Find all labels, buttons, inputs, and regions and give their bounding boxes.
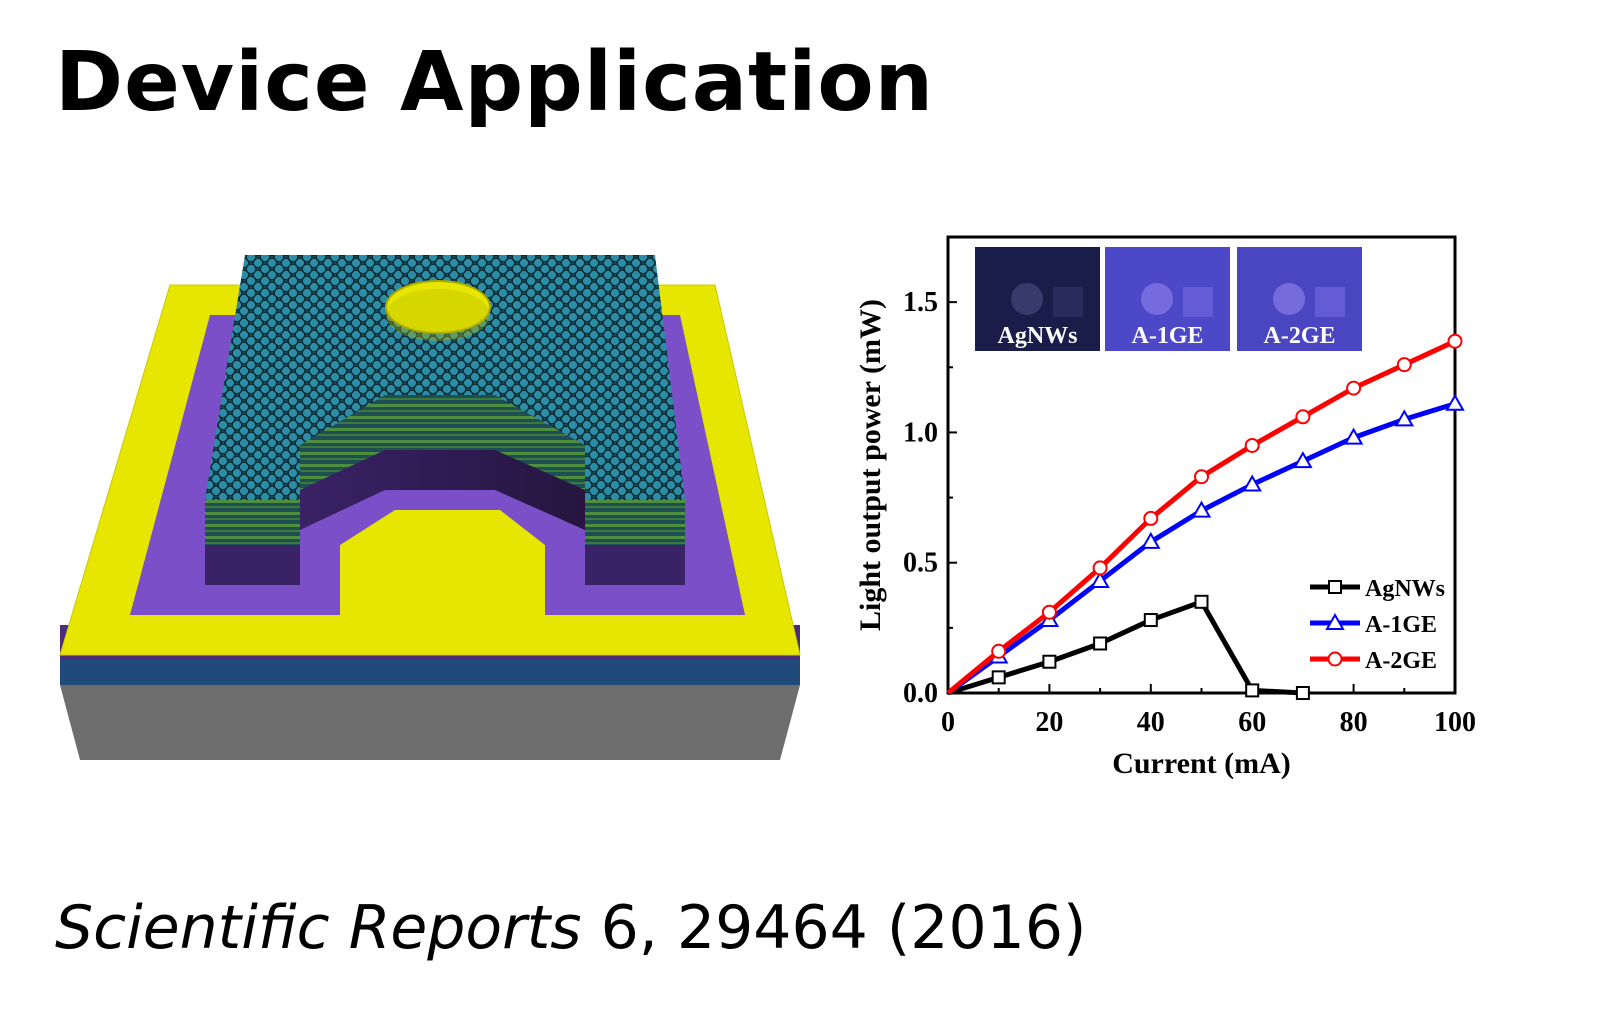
data-point-A-2GE (1447, 333, 1463, 349)
x-tick-label: 80 (1340, 707, 1368, 738)
x-tick-label: 20 (1035, 707, 1063, 738)
data-point-A-1GE (1191, 500, 1212, 518)
data-point-A-1GE (1445, 393, 1465, 411)
inset-contact (1011, 283, 1043, 315)
y-tick-label: 0.0 (903, 678, 938, 709)
data-point-A-2GE (991, 643, 1007, 659)
data-point-AgNWs (1042, 654, 1057, 669)
series-line-AgNWs (947, 599, 1304, 696)
data-point-A-2GE (1346, 380, 1362, 396)
data-point-A-2GE (1396, 357, 1412, 373)
inset-contact (1273, 283, 1305, 315)
legend-label: AgNWs (1365, 576, 1445, 602)
inset-label: A-1GE (1132, 323, 1204, 349)
data-point-A-2GE (1092, 560, 1108, 576)
light-output-chart: 0 20 40 60 80 100 0.0 0.5 1.0 1.5 Current (mA) Ligh… (854, 235, 1476, 780)
data-point-A-2GE (1041, 604, 1057, 620)
inset-pad (1053, 287, 1083, 317)
legend-marker (1325, 612, 1345, 630)
inset-contact (1141, 283, 1173, 315)
notch-electrode (340, 510, 545, 615)
x-tick-label: 0 (941, 707, 955, 738)
substrate-layer (60, 685, 800, 760)
inset-label: AgNWs (997, 323, 1077, 349)
data-point-A-1GE (1141, 531, 1161, 549)
y-tick-label: 1.5 (903, 287, 938, 318)
x-tick-label: 60 (1238, 707, 1266, 738)
y-axis-label: Light output power (mW) (854, 299, 887, 631)
data-point-AgNWs (1194, 594, 1209, 609)
citation: Scientific Reports 6, 29464 (2016) (55, 895, 1086, 961)
data-point-A-1GE (1394, 409, 1415, 427)
inset-pad (1315, 287, 1345, 317)
legend-marker (1327, 651, 1343, 667)
data-point-AgNWs (991, 670, 1006, 685)
data-point-A-1GE (1343, 427, 1364, 445)
data-point-A-2GE (1143, 510, 1159, 526)
inset-label: A-2GE (1264, 323, 1336, 349)
legend-label: A-1GE (1365, 612, 1437, 638)
legend-marker (1328, 580, 1342, 594)
top-contact-pad (385, 280, 491, 334)
citation-details: 6, 29464 (2016) (581, 893, 1087, 963)
graphene-top (205, 255, 685, 500)
y-tick-label: 0.5 (903, 548, 938, 579)
y-tick-label: 1.0 (903, 417, 938, 448)
x-tick-label: 100 (1434, 707, 1476, 738)
data-point-AgNWs (1143, 613, 1158, 628)
data-point-A-1GE (1293, 451, 1313, 469)
x-axis-label: Current (mA) (1112, 747, 1291, 780)
data-point-A-1GE (1242, 474, 1262, 492)
device-illustration (59, 255, 801, 760)
legend-label: A-2GE (1365, 648, 1437, 674)
data-point-A-1GE (1090, 570, 1110, 588)
data-point-AgNWs (1245, 683, 1260, 698)
blue-layer (60, 660, 800, 685)
data-point-AgNWs (1295, 686, 1310, 700)
x-tick-label: 40 (1137, 707, 1165, 738)
data-point-AgNWs (1093, 636, 1108, 651)
data-point-A-2GE (1295, 409, 1311, 425)
slide-title: Device Application (55, 35, 935, 130)
inset-pad (1183, 287, 1213, 317)
data-point-A-2GE (1194, 469, 1209, 485)
citation-journal: Scientific Reports (55, 893, 582, 963)
data-point-A-2GE (1244, 437, 1260, 453)
